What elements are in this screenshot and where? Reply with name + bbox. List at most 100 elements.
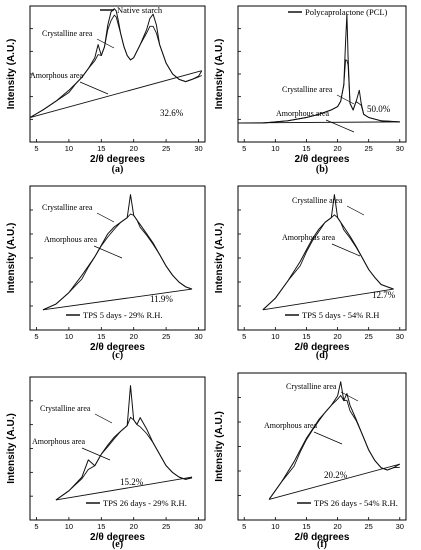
y-axis-label: Intensity (A.U.) xyxy=(214,411,225,482)
x-tick-label: 30 xyxy=(194,522,202,531)
x-tick-label: 10 xyxy=(65,144,73,153)
panel-d: 5 10 15 20 25 30 2/θ degrees Intensity (A.U.) Cr… xyxy=(214,185,407,361)
x-axis-label: 2/θ degrees xyxy=(90,532,145,543)
amorphous-curve xyxy=(268,394,400,500)
crystallinity-value: 20.2% xyxy=(324,470,348,480)
crystalline-area-label: Crystalline area xyxy=(292,196,343,205)
x-tick-label: 10 xyxy=(271,522,279,531)
y-axis-label: Intensity (A.U.) xyxy=(6,413,17,484)
x-tick-label: 20 xyxy=(130,332,138,341)
crystallinity-value: 32.6% xyxy=(160,108,184,118)
x-tick-label: 25 xyxy=(364,332,372,341)
amorphous-curve xyxy=(238,59,400,124)
legend-label: Native starch xyxy=(117,5,163,15)
baseline-line xyxy=(268,463,400,500)
x-tick-label: 30 xyxy=(396,144,404,153)
x-tick-label: 10 xyxy=(65,522,73,531)
x-tick-label: 5 xyxy=(242,522,246,531)
amorphous-area-label: Amorphous area xyxy=(276,109,330,118)
x-tick-label: 20 xyxy=(130,522,138,531)
amorphous-curve xyxy=(55,416,193,501)
amorphous-arrow xyxy=(313,431,343,445)
x-tick-label: 30 xyxy=(396,332,404,341)
baseline-line xyxy=(29,70,202,118)
legend-label: TPS 5 days - 54% R.H xyxy=(302,310,379,320)
x-tick-label: 5 xyxy=(34,332,38,341)
x-tick-label: 30 xyxy=(194,332,202,341)
amorphous-arrow xyxy=(93,245,123,259)
panel-label: (a) xyxy=(112,164,124,175)
panel-label: (c) xyxy=(112,350,123,361)
x-tick-label: 15 xyxy=(97,522,105,531)
x-tick-label: 15 xyxy=(97,332,105,341)
panel-label: (d) xyxy=(316,350,328,361)
amorphous-area-label: Amorphous area xyxy=(44,235,98,244)
x-tick-label: 10 xyxy=(271,332,279,341)
x-tick-label: 20 xyxy=(130,144,138,153)
x-tick-label: 30 xyxy=(194,144,202,153)
x-tick-label: 5 xyxy=(34,144,38,153)
crystalline-arrow xyxy=(94,413,113,424)
amorphous-curve xyxy=(29,14,202,118)
baseline-line xyxy=(55,476,193,501)
crystallinity-value: 15.2% xyxy=(120,477,144,487)
x-axis-label: 2/θ degrees xyxy=(90,154,145,165)
crystalline-arrow xyxy=(96,38,115,49)
x-tick-label: 25 xyxy=(162,522,170,531)
panel-f: 5 10 15 20 25 30 2/θ degrees Intensity (A.U.) Cr… xyxy=(214,372,407,550)
amorphous-arrow xyxy=(325,119,355,133)
panel-label: (f) xyxy=(317,539,327,550)
y-axis-label: Intensity (A.U.) xyxy=(214,39,225,110)
x-tick-label: 15 xyxy=(97,144,105,153)
crystalline-area-label: Crystalline area xyxy=(42,29,93,38)
baseline-line xyxy=(262,288,394,311)
x-tick-label: 10 xyxy=(65,332,73,341)
x-tick-label: 5 xyxy=(242,332,246,341)
y-axis-label: Intensity (A.U.) xyxy=(6,39,17,110)
crystalline-arrow xyxy=(346,205,365,216)
legend-label: TPS 26 days - 29% R.H. xyxy=(103,498,187,508)
crystalline-area-label: Crystalline area xyxy=(282,85,333,94)
x-tick-label: 25 xyxy=(162,332,170,341)
x-tick-label: 5 xyxy=(242,144,246,153)
legend-label: TPS 26 days - 54% R.H. xyxy=(314,498,398,508)
amorphous-area-label: Amorphous area xyxy=(264,421,318,430)
crystalline-arrow xyxy=(340,391,359,402)
x-tick-label: 25 xyxy=(162,144,170,153)
baseline-line xyxy=(42,288,193,311)
legend-label: Polycaprolactone (PCL) xyxy=(305,7,388,17)
crystallinity-value: 12.7% xyxy=(372,290,396,300)
amorphous-curve xyxy=(42,213,193,311)
crystalline-area-label: Crystalline area xyxy=(286,382,337,391)
crystalline-area-label: Crystalline area xyxy=(42,203,93,212)
panel-label: (e) xyxy=(112,539,123,550)
panel-a: 5 10 15 20 25 30 2/θ degrees Intensity (A.U.) Cr… xyxy=(6,5,206,175)
x-tick-label: 15 xyxy=(302,144,310,153)
amorphous-arrow xyxy=(81,447,111,461)
amorphous-area-label: Amorphous area xyxy=(30,71,84,80)
y-axis-label: Intensity (A.U.) xyxy=(6,223,17,294)
x-tick-label: 15 xyxy=(302,522,310,531)
amorphous-area-label: Amorphous area xyxy=(282,233,336,242)
crystallinity-value: 50.0% xyxy=(367,104,391,114)
x-tick-label: 5 xyxy=(34,522,38,531)
x-axis-label: 2/θ degrees xyxy=(295,532,350,543)
x-tick-label: 10 xyxy=(271,144,279,153)
y-axis-label: Intensity (A.U.) xyxy=(214,223,225,294)
legend-label: TPS 5 days - 29% R.H. xyxy=(83,310,163,320)
crystallinity-value: 11.9% xyxy=(150,294,173,304)
x-tick-label: 15 xyxy=(302,332,310,341)
amorphous-arrow xyxy=(331,243,361,257)
panel-label: (b) xyxy=(316,164,328,175)
x-tick-label: 25 xyxy=(364,522,372,531)
x-tick-label: 20 xyxy=(333,332,341,341)
crystalline-arrow xyxy=(336,94,355,105)
amorphous-curve xyxy=(262,214,394,311)
panel-e: 5 10 15 20 25 30 2/θ degrees Intensity (A.U.) Cr… xyxy=(6,376,206,550)
panel-b: 5 10 15 20 25 30 2/θ degrees Intensity (A.U.) Cr… xyxy=(214,5,407,175)
amorphous-arrow xyxy=(79,81,109,95)
plot-frame xyxy=(237,185,407,331)
x-tick-label: 20 xyxy=(333,522,341,531)
x-axis-label: 2/θ degrees xyxy=(90,342,145,353)
x-axis-label: 2/θ degrees xyxy=(295,342,350,353)
